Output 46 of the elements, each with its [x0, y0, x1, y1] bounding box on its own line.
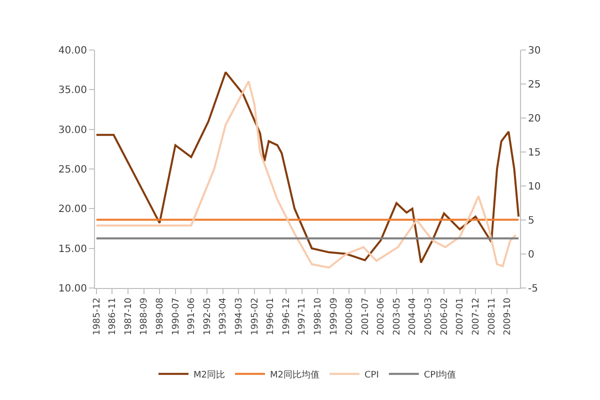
legend-label: M2同比均值 — [270, 369, 320, 380]
x-tick-label: 1997-11 — [298, 298, 308, 336]
y2-tick-label: 20 — [528, 114, 541, 124]
y-tick-label: 20.00 — [58, 204, 87, 216]
x-tick-label: 2001-07 — [360, 298, 371, 336]
x-tick-label: 1996-12 — [282, 298, 292, 336]
x-tick-label: 2008-11 — [487, 298, 498, 336]
x-tick-label: 2005-03 — [424, 298, 434, 336]
x-tick-label: 1991-06 — [187, 297, 198, 336]
y2-tick-label: 15 — [528, 148, 541, 158]
legend-label: CPI — [364, 370, 379, 380]
legend-label: M2同比 — [194, 369, 225, 380]
x-tick-label: 1996-01 — [266, 298, 276, 336]
x-tick-label: 1985-12 — [92, 298, 102, 336]
y-tick-label: 35.00 — [58, 85, 87, 96]
x-tick-label: 1992-05 — [202, 298, 213, 336]
y-tick-label: 25.00 — [58, 164, 87, 176]
x-tick-label: 1989-08 — [156, 297, 166, 336]
x-tick-label: 2006-02 — [440, 298, 450, 336]
y2-tick-label: -5 — [528, 284, 538, 294]
x-tick-label: 1986-11 — [108, 298, 118, 336]
legend-label: CPI均值 — [424, 369, 456, 380]
y-tick-label: 40.00 — [58, 46, 87, 56]
y-tick-label: 15.00 — [58, 244, 87, 255]
x-tick-label: 1987-10 — [124, 297, 134, 336]
x-tick-label: 2007-12 — [471, 298, 482, 336]
x-tick-label: 2002-06 — [376, 297, 387, 336]
x-tick-label: 1994-03 — [234, 298, 244, 336]
x-tick-label: 2009-10 — [503, 297, 514, 336]
y2-tick-label: 30 — [528, 46, 541, 56]
x-tick-label: 1993-04 — [218, 297, 229, 336]
x-tick-label: 1990-07 — [171, 298, 182, 336]
y2-tick-label: 25 — [528, 80, 541, 90]
x-tick-label: 2007-01 — [456, 298, 466, 336]
x-tick-label: 2003-05 — [392, 298, 402, 336]
y-tick-label: 30.00 — [58, 124, 87, 136]
y2-tick-label: 10 — [528, 182, 541, 192]
x-tick-label: 1999-09 — [329, 297, 340, 336]
x-tick-label: 1995-02 — [250, 298, 260, 336]
y2-tick-label: 5 — [528, 216, 534, 226]
x-tick-label: 2000-08 — [345, 297, 356, 336]
x-tick-label: 2004-04 — [408, 297, 418, 336]
y2-tick-label: 0 — [528, 250, 534, 260]
x-tick-label: 1988-09 — [140, 297, 150, 336]
x-tick-label: 1998-10 — [313, 297, 324, 336]
y-tick-label: 10.00 — [58, 284, 87, 294]
